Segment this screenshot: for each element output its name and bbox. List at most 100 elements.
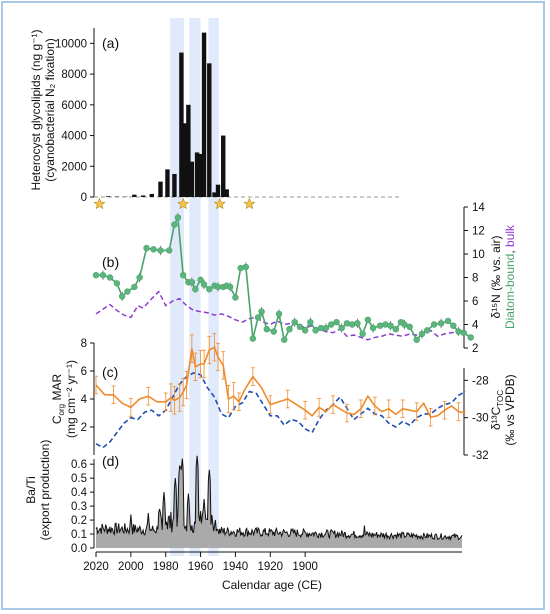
diatom-point: [343, 320, 351, 327]
diatom-point: [328, 321, 335, 328]
panel-d-tick-label: 0.3: [71, 501, 87, 513]
diatom-point: [113, 280, 121, 287]
diatom-point: [455, 328, 462, 335]
bar: [207, 63, 212, 197]
diatom-point: [254, 314, 262, 321]
diatom-point: [131, 283, 138, 291]
panel-c-right-tick-label: -30: [472, 413, 489, 425]
panel-c-left-ylabel-2: (mg cm⁻² yr⁻¹): [64, 360, 78, 438]
panel-c-left-ylabel-1: Corg MAR: [50, 374, 66, 425]
diatom-point: [118, 293, 126, 300]
diatom-point: [382, 321, 389, 328]
panel-a-bars: [106, 32, 229, 197]
bar: [189, 161, 195, 197]
diatom-point: [171, 221, 178, 228]
diatom-point: [307, 318, 314, 326]
bar: [172, 173, 177, 197]
x-tick-label: 1980: [153, 561, 179, 573]
panel-a-tick-label: 0: [81, 192, 87, 204]
diatom-point: [444, 317, 452, 325]
diatom-point: [392, 326, 399, 333]
panel-a-tick-label: 4000: [61, 131, 87, 143]
panel-d-ylabel-1: Ba/Ti: [24, 476, 38, 504]
diatom-point: [166, 247, 173, 254]
diatom-point: [418, 330, 426, 338]
panel-b-tick-label: 12: [472, 226, 485, 238]
panel-d: (d) Ba/Ti (export production) 0.00.10.20…: [24, 440, 463, 555]
bar: [201, 32, 207, 197]
corg-mar: MAR: [50, 374, 64, 404]
panel-b-tick-label: 10: [472, 249, 485, 261]
panel-a-tick-label: 8000: [61, 69, 87, 81]
diatom-point: [349, 321, 356, 328]
panel-b-y-axis: 2 4 6 8 10 12 14: [463, 202, 485, 355]
diatom-point: [143, 244, 150, 252]
diatom-point: [301, 327, 309, 334]
panel-c-right-tick-label: -32: [472, 450, 489, 462]
bar: [212, 192, 217, 197]
diatom-point: [354, 320, 361, 327]
x-tick-label: 1920: [257, 561, 283, 573]
batl-area: [96, 455, 462, 548]
panel-a-stars: [93, 197, 256, 210]
diatom-point: [124, 288, 131, 295]
panel-d-tick-label: 0.2: [71, 515, 87, 527]
diatom-point: [188, 279, 196, 286]
bar: [215, 184, 221, 197]
bar: [179, 52, 184, 197]
diatom-point: [413, 336, 420, 343]
diatom-point: [174, 214, 182, 221]
bar: [165, 169, 170, 197]
panel-d-tick-label: 0.4: [71, 487, 88, 499]
x-tick-label: 2020: [83, 561, 109, 573]
corg-c: C: [50, 415, 64, 424]
diatom-point: [387, 322, 394, 329]
diatom-point: [197, 276, 204, 284]
diatom-point: [338, 324, 345, 332]
diatom-point: [258, 308, 265, 315]
diatom-point: [242, 263, 250, 271]
panel-d-tick-label: 0.1: [71, 529, 87, 541]
panel-b-ylabel-2: Diatom-bound, bulk: [503, 224, 517, 329]
panel-b-tick-label: 8: [472, 273, 478, 285]
star-marker: [243, 197, 256, 210]
x-axis: 2020 2000 1980 1960 1940 1920 1900: [83, 551, 462, 573]
panel-d-label: (d): [102, 453, 119, 469]
diatom-point: [286, 326, 293, 333]
bar: [221, 135, 226, 197]
corg-subscript: org: [57, 404, 66, 416]
diatom-point: [270, 328, 277, 335]
diatom-point: [150, 246, 157, 253]
diatom-point: [263, 326, 270, 333]
diatom-point: [281, 336, 288, 343]
panel-c-right-ylabel-2: (‰ vs VPDB): [503, 374, 517, 445]
diatom-point: [92, 271, 100, 279]
x-tick-label: 1900: [292, 561, 318, 573]
panel-a: (a) Heterocyst glycolipids (ng g⁻¹) (cya…: [29, 28, 402, 210]
d13c-main: δ¹³C: [489, 406, 503, 430]
diatom-point: [179, 271, 187, 279]
bar: [158, 181, 163, 197]
bar: [106, 196, 111, 197]
diatom-point: [376, 322, 384, 329]
panel-c-left-tick-label: 4: [81, 394, 88, 406]
diatom-point: [437, 320, 445, 327]
bar: [186, 104, 191, 197]
diatom-point: [401, 321, 408, 328]
diatom-point: [359, 330, 366, 338]
diatom-point: [406, 323, 413, 331]
star-marker: [213, 197, 226, 210]
diatom-point: [467, 334, 474, 341]
x-tick-label: 1940: [223, 561, 249, 573]
diatom-point: [275, 310, 283, 318]
panel-d-tick-label: 0.5: [71, 473, 87, 485]
bar: [182, 123, 188, 197]
diatom-point: [99, 271, 107, 279]
panel-a-tick-label: 10000: [55, 38, 87, 50]
panel-b-ylabel-1: δ¹⁵N (‰ vs. air): [489, 236, 503, 319]
panel-d-ylabel-2: (export production): [38, 440, 52, 541]
x-tick-label: 1960: [188, 561, 214, 573]
bar: [194, 152, 200, 197]
panel-b-series: [92, 212, 474, 343]
panel-c: (c) Corg MAR (mg cm⁻² yr⁻¹) δ¹³CTOC (‰ v…: [50, 333, 517, 462]
